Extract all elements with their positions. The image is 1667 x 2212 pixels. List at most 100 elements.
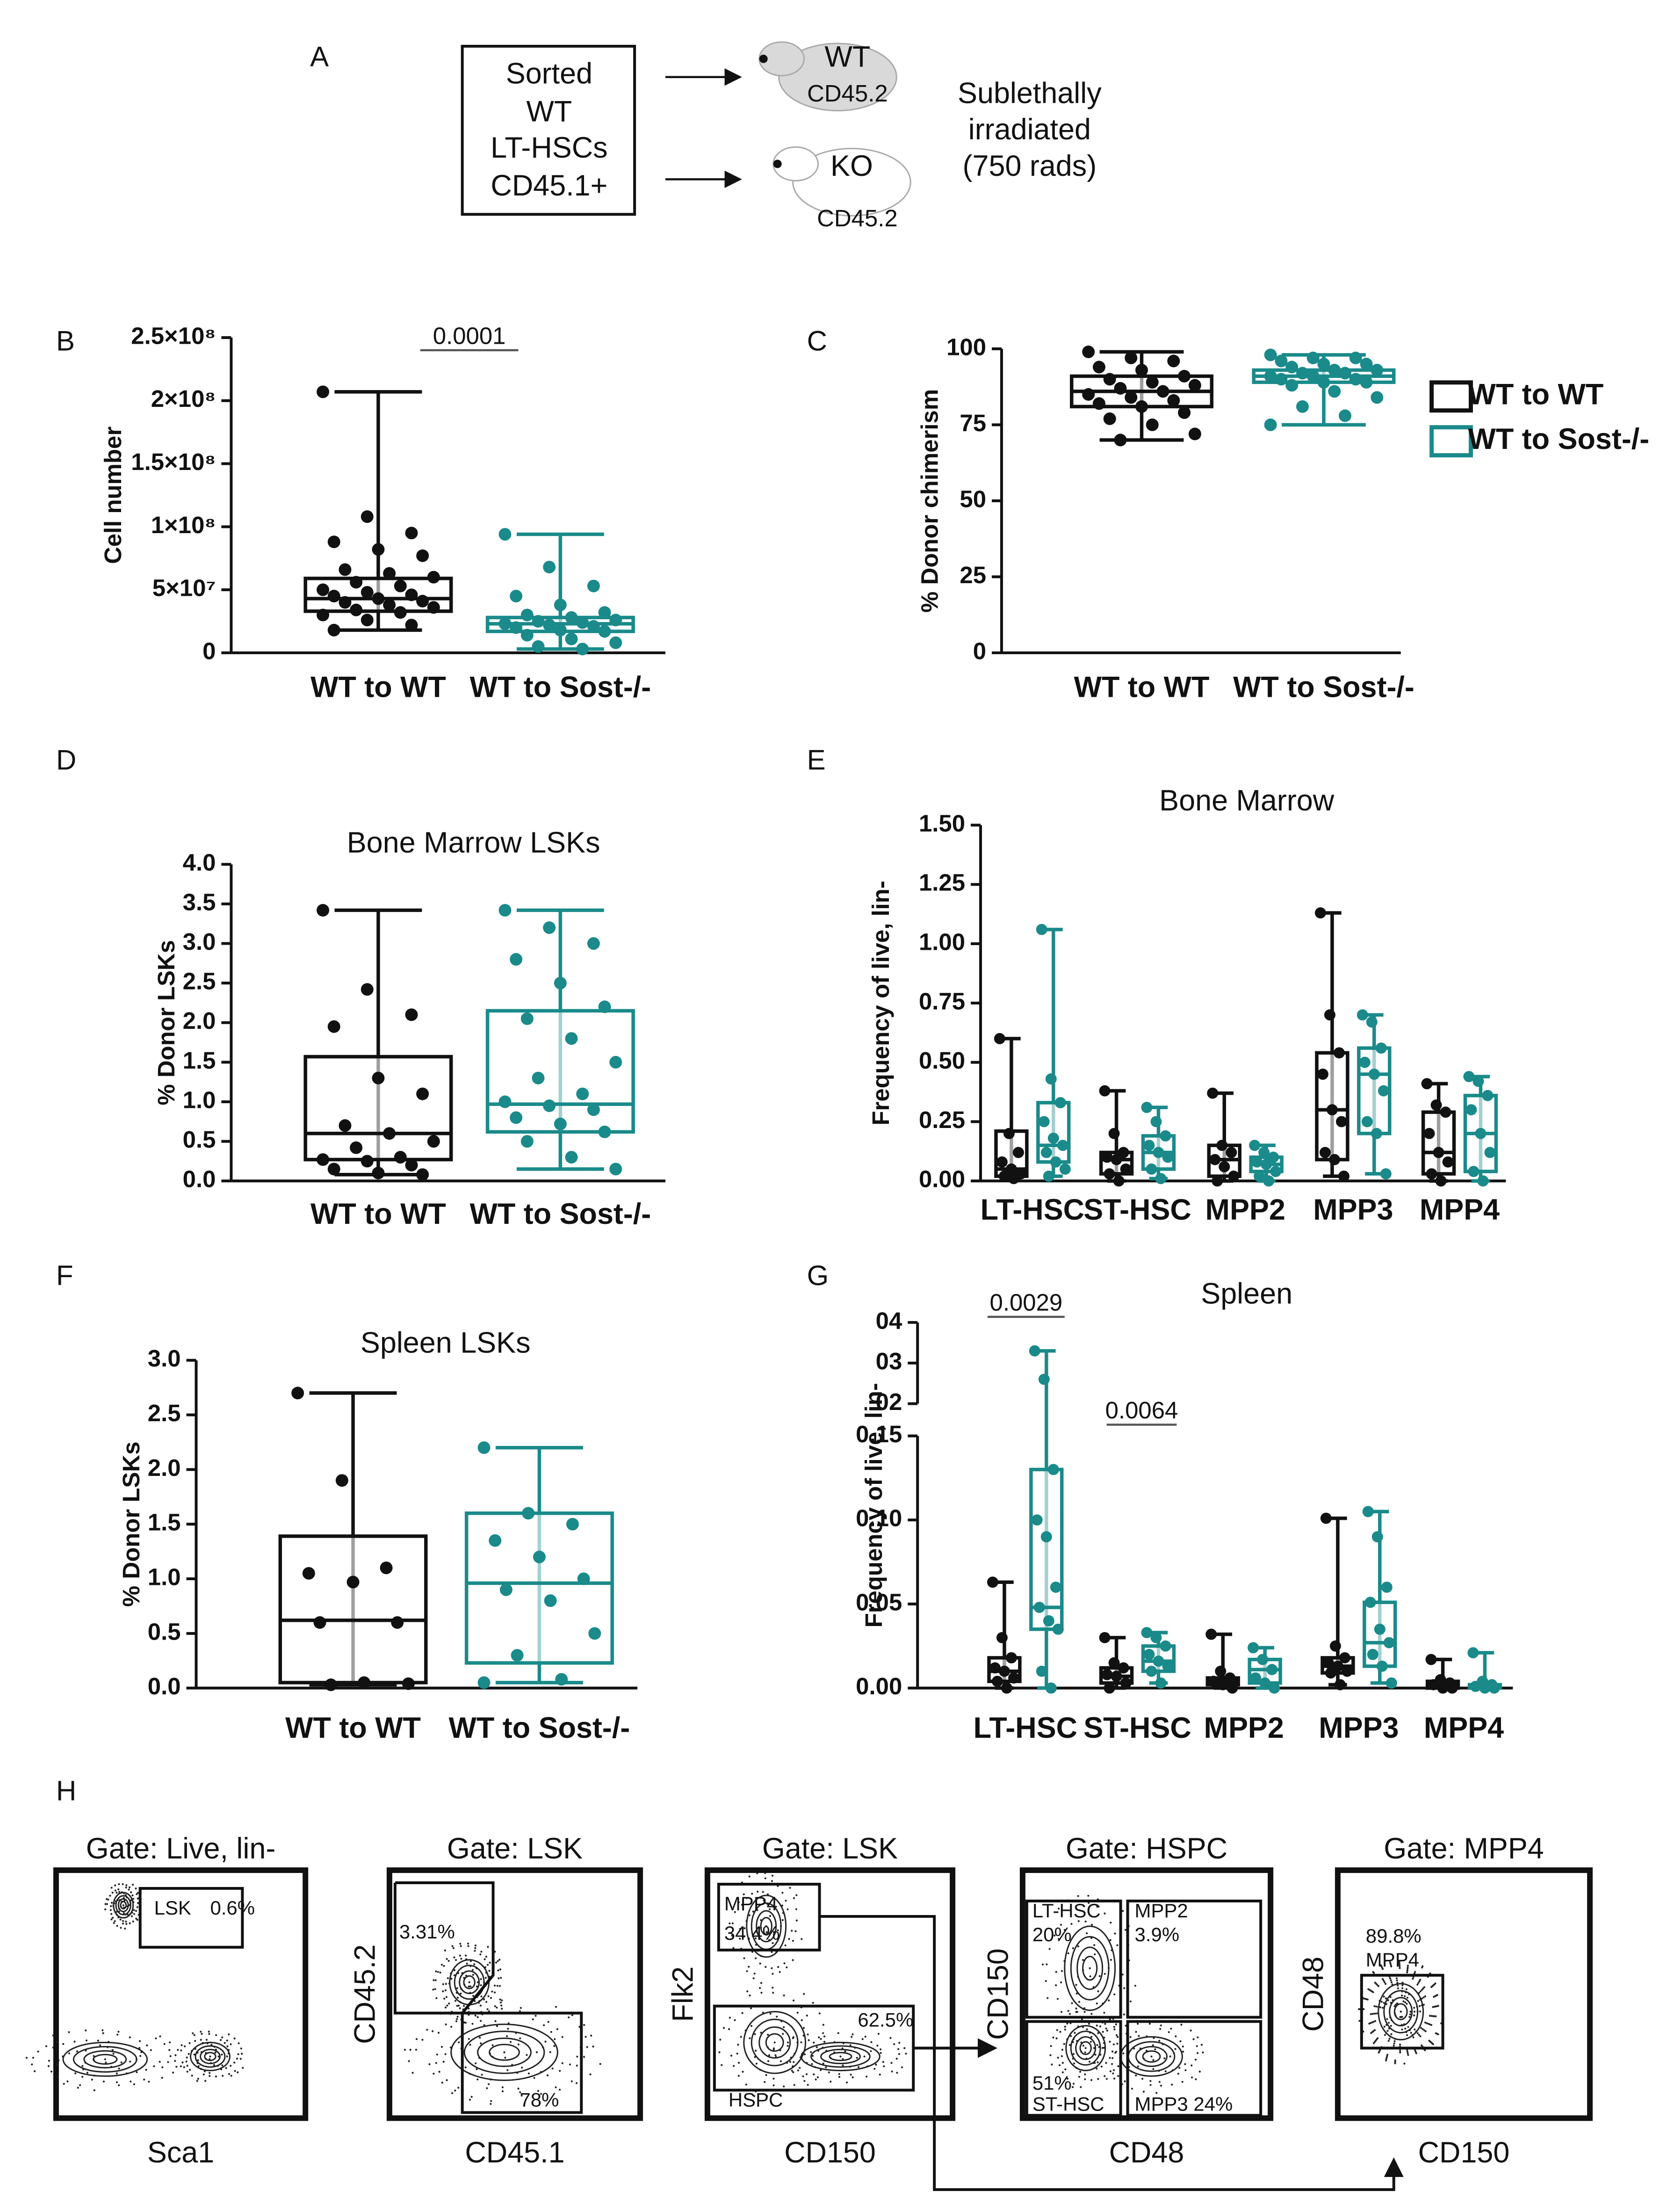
event-dot xyxy=(1413,2014,1415,2017)
data-point xyxy=(350,1141,363,1154)
event-dot xyxy=(1389,1977,1392,1980)
data-point xyxy=(1376,1660,1388,1672)
event-dot xyxy=(526,2054,528,2056)
event-dot xyxy=(801,1938,803,1940)
event-dot xyxy=(106,1903,108,1905)
data-point xyxy=(1285,379,1299,392)
data-point xyxy=(1155,1677,1167,1689)
event-dot xyxy=(143,2078,145,2081)
event-dot xyxy=(76,2050,79,2053)
gate xyxy=(1126,1899,1263,2019)
x-tick-label: MPP3 xyxy=(1313,1193,1393,1226)
event-dot xyxy=(731,1922,734,1924)
x-tick-label: MPP3 xyxy=(1319,1712,1399,1744)
data-point xyxy=(1082,345,1095,358)
event-dot xyxy=(447,1959,450,1962)
data-point xyxy=(520,1012,534,1025)
data-point xyxy=(1114,434,1127,447)
event-dot xyxy=(93,2089,95,2091)
y-tick-label: 1.0 xyxy=(148,1563,181,1590)
data-point xyxy=(1423,1128,1435,1139)
x-tick-label: ST-HSC xyxy=(1083,1712,1191,1744)
event-dot xyxy=(1074,2031,1076,2034)
event-dot xyxy=(517,2088,520,2090)
event-dot xyxy=(1384,2034,1386,2036)
event-dot xyxy=(520,2094,523,2097)
data-point xyxy=(609,614,622,627)
event-dot xyxy=(756,1872,758,1874)
gate xyxy=(717,1883,821,1952)
event-dot xyxy=(456,2005,458,2007)
event-dot xyxy=(472,1973,475,1976)
legend-swatch xyxy=(1429,380,1473,413)
data-point xyxy=(1430,1099,1442,1111)
event-dot xyxy=(25,2057,28,2059)
event-dot xyxy=(494,1984,496,1987)
data-point xyxy=(361,586,374,599)
event-dot xyxy=(468,2038,470,2040)
data-point xyxy=(520,629,534,642)
data-point xyxy=(1125,391,1138,404)
event-dot xyxy=(1056,2029,1058,2031)
event-dot xyxy=(822,2032,824,2034)
gate-label: MPP3 24% xyxy=(1135,2093,1233,2115)
event-dot xyxy=(1416,2032,1419,2034)
event-dot xyxy=(776,2016,778,2018)
event-dot xyxy=(1060,2011,1063,2013)
event-dot xyxy=(772,2048,775,2051)
x-tick-label: WT to Sost-/- xyxy=(1233,671,1414,703)
event-dot xyxy=(1063,2043,1065,2045)
event-dot xyxy=(479,2004,482,2007)
data-point xyxy=(1314,907,1326,919)
data-point xyxy=(598,606,611,619)
event-dot xyxy=(498,1959,501,1961)
event-dot xyxy=(811,2055,814,2057)
event-dot xyxy=(1100,2065,1103,2068)
data-point xyxy=(1334,1679,1346,1691)
event-dot xyxy=(768,2054,771,2056)
event-dot xyxy=(519,2091,521,2094)
event-dot xyxy=(1404,2001,1407,2003)
data-point xyxy=(1266,1664,1278,1676)
event-dot xyxy=(877,2032,880,2035)
gate xyxy=(1025,2020,1122,2117)
data-point xyxy=(544,1594,557,1607)
event-dot xyxy=(807,2033,809,2036)
contour xyxy=(1075,2036,1097,2060)
event-dot xyxy=(446,2004,448,2007)
data-point xyxy=(427,1135,440,1148)
event-dot xyxy=(1105,2027,1107,2030)
event-dot xyxy=(161,2066,164,2068)
event-dot xyxy=(765,1925,767,1928)
data-point xyxy=(543,619,556,632)
event-dot xyxy=(1064,2025,1066,2028)
event-dot xyxy=(451,2092,454,2094)
event-dot xyxy=(132,1898,135,1900)
event-dot xyxy=(750,2007,752,2010)
event-dot xyxy=(771,1967,773,1969)
event-dot xyxy=(1168,2031,1170,2033)
event-dot xyxy=(535,2051,538,2053)
event-dot xyxy=(1397,1987,1400,1989)
event-dot xyxy=(428,2063,431,2066)
y-tick-label: 3.5 xyxy=(183,889,216,915)
event-dot xyxy=(241,2053,243,2055)
event-dot xyxy=(890,2062,893,2064)
event-dot xyxy=(111,1916,114,1919)
event-dot xyxy=(120,2061,123,2064)
event-dot xyxy=(1385,2059,1387,2061)
event-dot xyxy=(1124,1929,1126,1931)
event-dot xyxy=(1070,1923,1073,1925)
event-dot xyxy=(1375,2005,1378,2008)
event-dot xyxy=(1413,2010,1416,2013)
data-point xyxy=(1135,363,1148,376)
contour xyxy=(820,2049,861,2064)
event-dot xyxy=(1045,1980,1047,1982)
data-point xyxy=(1101,1669,1113,1680)
event-dot xyxy=(455,2020,458,2023)
event-dot xyxy=(1160,2024,1162,2027)
event-dot xyxy=(487,1995,490,1997)
event-dot xyxy=(1190,2029,1192,2032)
event-dot xyxy=(569,2063,571,2066)
event-dot xyxy=(748,1914,751,1916)
